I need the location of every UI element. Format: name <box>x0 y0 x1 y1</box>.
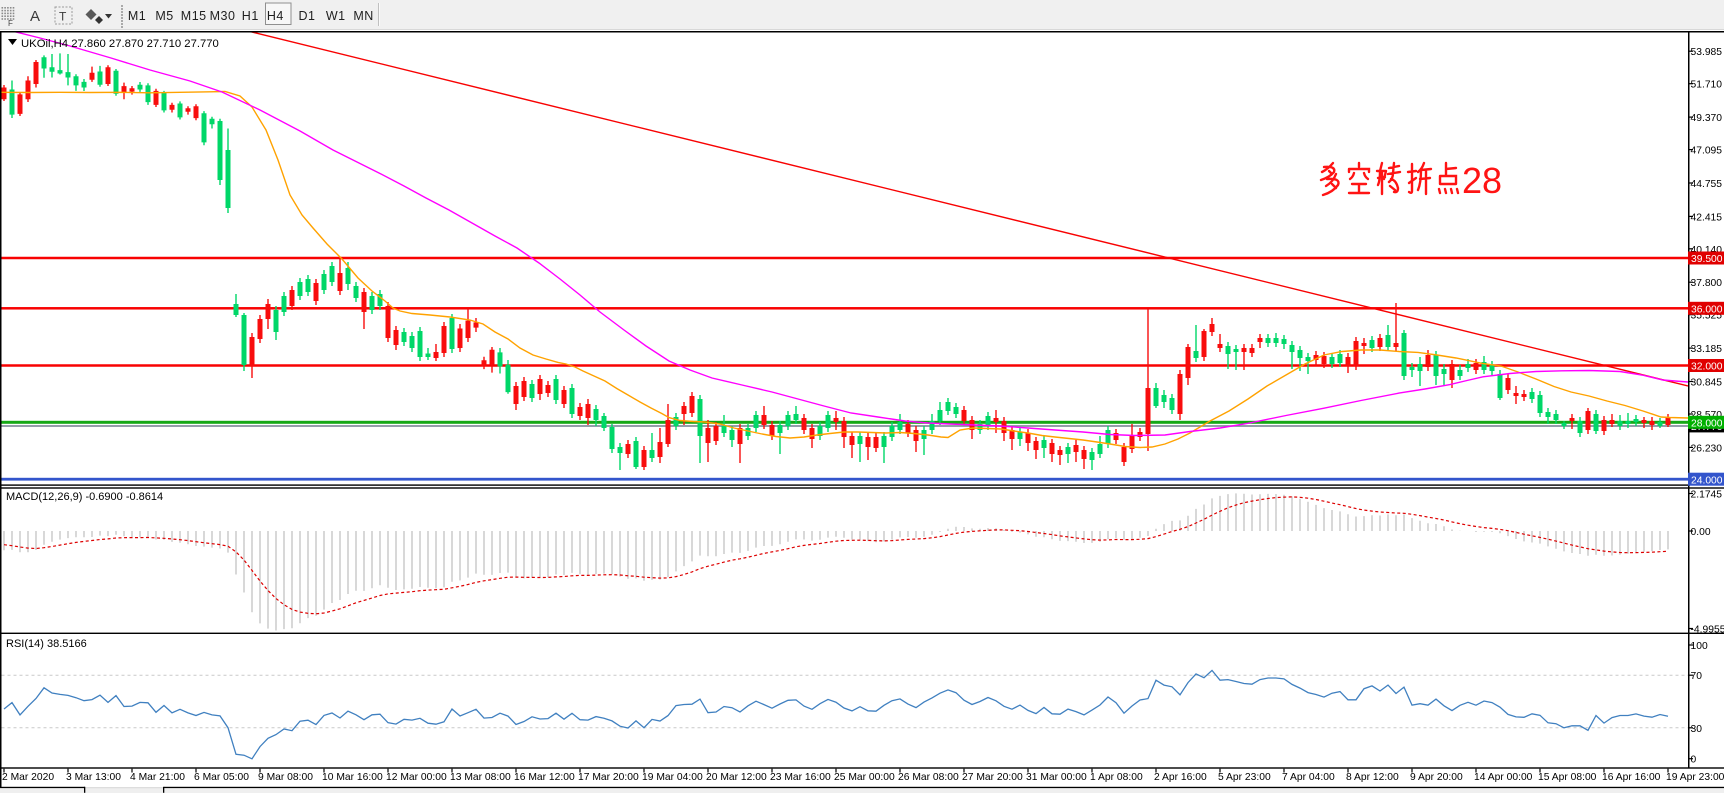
svg-text:A: A <box>30 8 40 25</box>
svg-text:32.000: 32.000 <box>1691 362 1723 373</box>
svg-text:0.00: 0.00 <box>1691 527 1711 538</box>
svg-text:3 Mar 13:00: 3 Mar 13:00 <box>66 772 121 783</box>
svg-text:0: 0 <box>1691 755 1697 766</box>
svg-text:M30: M30 <box>210 9 236 23</box>
svg-text:MN: MN <box>353 9 373 23</box>
svg-text:4 Mar 21:00: 4 Mar 21:00 <box>130 772 185 783</box>
svg-text:1 Apr 08:00: 1 Apr 08:00 <box>1090 772 1143 783</box>
svg-text:42.415: 42.415 <box>1691 212 1723 223</box>
svg-text:16 Apr 16:00: 16 Apr 16:00 <box>1602 772 1661 783</box>
svg-text:35.525: 35.525 <box>1691 311 1723 322</box>
svg-text:31 Mar 00:00: 31 Mar 00:00 <box>1026 772 1087 783</box>
svg-text:100: 100 <box>1691 641 1708 652</box>
svg-text:27 Mar 20:00: 27 Mar 20:00 <box>962 772 1023 783</box>
svg-text:28.000: 28.000 <box>1691 419 1723 430</box>
svg-text:M1: M1 <box>128 9 146 23</box>
svg-text:M5: M5 <box>155 9 173 23</box>
svg-text:26.230: 26.230 <box>1691 443 1723 454</box>
svg-text:19 Mar 04:00: 19 Mar 04:00 <box>642 772 703 783</box>
svg-text:12 Mar 00:00: 12 Mar 00:00 <box>386 772 447 783</box>
svg-text:24.000: 24.000 <box>1691 475 1723 486</box>
svg-text:15 Apr 08:00: 15 Apr 08:00 <box>1538 772 1597 783</box>
svg-text:16 Mar 12:00: 16 Mar 12:00 <box>514 772 575 783</box>
svg-text:6 Mar 05:00: 6 Mar 05:00 <box>194 772 249 783</box>
svg-text:F: F <box>8 19 13 28</box>
svg-text:RSI(14) 38.5166: RSI(14) 38.5166 <box>6 638 87 650</box>
svg-text:M15: M15 <box>181 9 207 23</box>
svg-text:26 Mar 08:00: 26 Mar 08:00 <box>898 772 959 783</box>
svg-text:30.845: 30.845 <box>1691 378 1723 389</box>
svg-text:2.1745: 2.1745 <box>1691 490 1723 501</box>
svg-text:T: T <box>59 10 67 24</box>
svg-text:-4.9955: -4.9955 <box>1691 625 1724 636</box>
svg-text:9 Apr 20:00: 9 Apr 20:00 <box>1410 772 1463 783</box>
svg-text:13 Mar 08:00: 13 Mar 08:00 <box>450 772 511 783</box>
svg-text:53.985: 53.985 <box>1691 47 1723 58</box>
svg-text:2 Apr 16:00: 2 Apr 16:00 <box>1154 772 1207 783</box>
svg-text:MACD(12,26,9) -0.6900 -0.8614: MACD(12,26,9) -0.6900 -0.8614 <box>6 491 163 503</box>
svg-text:23 Mar 16:00: 23 Mar 16:00 <box>770 772 831 783</box>
svg-text:W1: W1 <box>326 9 346 23</box>
svg-text:17 Mar 20:00: 17 Mar 20:00 <box>578 772 639 783</box>
svg-text:19 Apr 23:00: 19 Apr 23:00 <box>1666 772 1724 783</box>
svg-text:D1: D1 <box>299 9 316 23</box>
svg-text:14 Apr 00:00: 14 Apr 00:00 <box>1474 772 1533 783</box>
svg-text:H1: H1 <box>242 9 259 23</box>
svg-text:36.000: 36.000 <box>1691 305 1723 316</box>
svg-text:UKOil,H4 27.860 27.870 27.710: UKOil,H4 27.860 27.870 27.710 27.770 <box>21 38 219 50</box>
svg-text:5 Apr 23:00: 5 Apr 23:00 <box>1218 772 1271 783</box>
svg-text:40.140: 40.140 <box>1691 245 1723 256</box>
svg-text:30: 30 <box>1691 724 1703 735</box>
svg-text:39.500: 39.500 <box>1691 254 1723 265</box>
svg-text:28: 28 <box>1462 160 1502 201</box>
svg-text:70: 70 <box>1691 671 1703 682</box>
svg-text:25 Mar 00:00: 25 Mar 00:00 <box>834 772 895 783</box>
svg-text:20 Mar 12:00: 20 Mar 12:00 <box>706 772 767 783</box>
svg-text:10 Mar 16:00: 10 Mar 16:00 <box>322 772 383 783</box>
svg-text:28.570: 28.570 <box>1691 410 1723 421</box>
svg-text:2 Mar 2020: 2 Mar 2020 <box>2 772 54 783</box>
svg-text:7 Apr 04:00: 7 Apr 04:00 <box>1282 772 1335 783</box>
svg-text:37.800: 37.800 <box>1691 278 1723 289</box>
svg-text:33.185: 33.185 <box>1691 344 1723 355</box>
svg-text:44.755: 44.755 <box>1691 179 1723 190</box>
svg-text:8 Apr 12:00: 8 Apr 12:00 <box>1346 772 1399 783</box>
svg-text:47.095: 47.095 <box>1691 146 1723 157</box>
svg-text:51.710: 51.710 <box>1691 80 1723 91</box>
svg-text:9 Mar 08:00: 9 Mar 08:00 <box>258 772 313 783</box>
svg-text:49.370: 49.370 <box>1691 113 1723 124</box>
svg-text:H4: H4 <box>267 9 284 23</box>
